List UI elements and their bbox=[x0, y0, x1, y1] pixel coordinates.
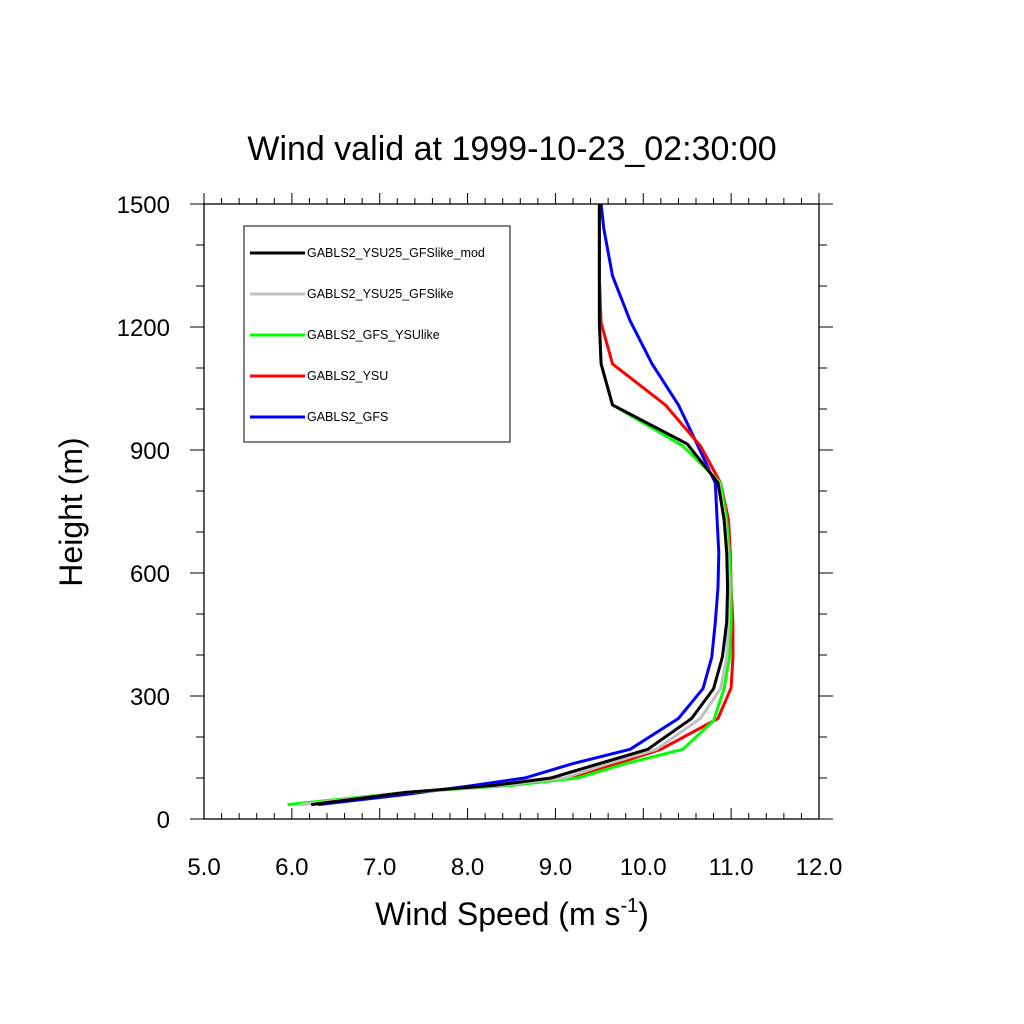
series-line bbox=[311, 204, 730, 807]
y-tick-label: 1200 bbox=[117, 315, 170, 342]
x-tick-label: 5.0 bbox=[187, 854, 220, 881]
y-tick-label: 600 bbox=[130, 561, 170, 588]
legend-label: GABLS2_YSU25_GFSlike_mod bbox=[307, 246, 485, 260]
legend-label: GABLS2_GFS bbox=[307, 410, 388, 424]
x-tick-label: 7.0 bbox=[363, 854, 396, 881]
x-tick-label: 8.0 bbox=[451, 854, 484, 881]
x-axis-label: Wind Speed (m s-1) bbox=[375, 895, 649, 932]
legend-label: GABLS2_YSU25_GFSlike bbox=[307, 287, 454, 301]
series-lines bbox=[287, 203, 735, 807]
y-axis-label: Height (m) bbox=[53, 437, 89, 586]
x-axis-label-close: ) bbox=[638, 896, 649, 932]
legend-label: GABLS2_YSU bbox=[307, 369, 388, 383]
chart-title: Wind valid at 1999-10-23_02:30:00 bbox=[247, 130, 776, 168]
x-axis-label-main: Wind Speed (m s bbox=[375, 896, 620, 932]
x-axis-label-superscript: -1 bbox=[620, 895, 638, 917]
x-tick-label: 11.0 bbox=[709, 854, 754, 881]
x-tick-label: 10.0 bbox=[620, 854, 667, 881]
y-tick-label: 1500 bbox=[117, 192, 170, 219]
legend: GABLS2_YSU25_GFSlike_mod GABLS2_YSU25_GFS… bbox=[243, 225, 511, 443]
axis-tick-labels: 5.0 6.0 7.0 8.0 9.0 10.0 11.0 12.0 0 300 600 900 120… bbox=[117, 192, 843, 881]
x-tick-label: 9.0 bbox=[539, 854, 572, 881]
y-tick-label: 900 bbox=[130, 438, 170, 465]
y-tick-label: 300 bbox=[130, 684, 170, 711]
series-line bbox=[318, 203, 721, 807]
x-tick-label: 12.0 bbox=[796, 854, 843, 881]
x-tick-label: 6.0 bbox=[275, 854, 308, 881]
legend-label: GABLS2_GFS_YSUlike bbox=[307, 328, 440, 342]
axis-ticks bbox=[190, 193, 833, 820]
y-tick-label: 0 bbox=[157, 807, 170, 834]
plot-frame bbox=[203, 203, 820, 820]
